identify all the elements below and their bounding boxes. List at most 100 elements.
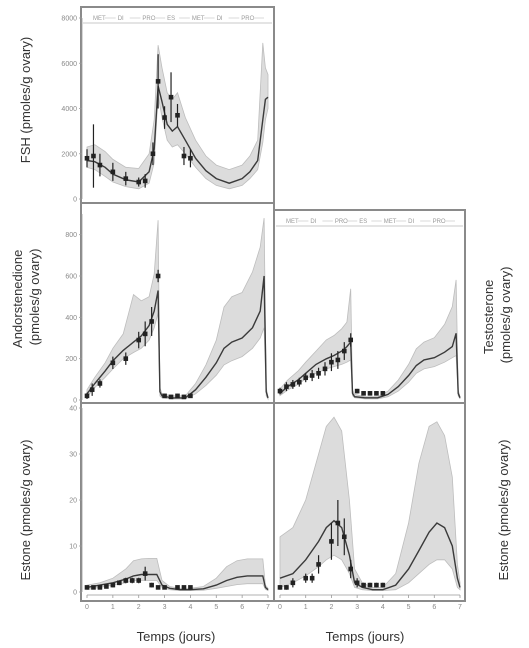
panel-testosterone: MET DI PRO ES MET DI PRO	[273, 209, 466, 404]
data-point	[91, 153, 96, 159]
x-tick-label: 0	[278, 604, 282, 611]
data-point	[175, 393, 180, 399]
confidence-band-estrone_right	[279, 416, 461, 591]
data-point	[322, 366, 328, 372]
data-point	[123, 176, 129, 181]
phase-label: MET	[286, 219, 299, 225]
data-point	[290, 580, 296, 586]
ylabel-fsh: FSH (pmoles/g ovary)	[18, 37, 33, 163]
phase-label: DI	[310, 219, 316, 225]
data-point	[149, 582, 154, 588]
x-tick-label: 2	[329, 604, 333, 611]
y-tick-label: 40	[69, 406, 77, 413]
xlabel-right: Temps (jours)	[326, 629, 405, 644]
y-tick-label: 10	[69, 544, 77, 551]
phase-label: DI	[217, 16, 223, 22]
data-point	[309, 373, 315, 378]
phase-label: PRO	[241, 16, 254, 22]
phase-label: MET	[384, 219, 397, 225]
panel-estrone_right: 0 1 2 3 4 5 6 7	[273, 402, 466, 611]
model-mean-line-testosterone	[279, 333, 461, 399]
data-point	[89, 387, 95, 392]
data-point	[129, 578, 135, 583]
y-tick-label: 6000	[61, 61, 77, 68]
data-point	[188, 393, 193, 399]
data-point	[123, 356, 129, 361]
y-tick-label: 200	[65, 356, 77, 363]
data-point	[188, 585, 193, 590]
ylabel-estrone-left: Estone (pmoles/g ovary)	[18, 440, 33, 581]
data-point	[181, 153, 187, 159]
phase-label: PRO	[142, 16, 155, 22]
x-tick-label: 1	[304, 604, 308, 611]
ylabel-testosterone: Testosterone (pmoles/g ovary)	[481, 267, 513, 364]
ylabel-androstenedione: Andorstenedione (pmoles/g ovary)	[10, 246, 42, 348]
data-point	[309, 575, 315, 581]
data-point	[329, 539, 334, 544]
model-mean-line-estrone_left	[86, 573, 269, 591]
phase-label: PRO	[335, 219, 348, 225]
phase-label: MET	[192, 16, 205, 22]
data-point	[316, 562, 321, 567]
x-tick-label: 5	[214, 604, 218, 611]
phase-label: DI	[408, 219, 414, 225]
data-point	[110, 582, 116, 588]
data-point	[84, 393, 90, 399]
data-point	[335, 357, 341, 363]
x-tick-label: 5	[407, 604, 411, 611]
x-tick-label: 3	[355, 604, 359, 611]
data-point	[123, 578, 129, 583]
data-point	[155, 585, 161, 590]
x-tick-label: 4	[381, 604, 385, 611]
data-point	[335, 520, 341, 526]
data-point	[361, 582, 366, 588]
data-point	[329, 359, 334, 365]
model-mean-line-estrone_right	[279, 519, 461, 591]
data-point	[136, 578, 142, 583]
data-point	[380, 391, 386, 396]
data-point	[162, 115, 167, 120]
data-point	[284, 384, 289, 389]
data-point	[97, 162, 103, 168]
x-tick-label: 7	[458, 604, 462, 611]
y-tick-label: 0	[73, 398, 77, 405]
data-point	[380, 582, 386, 588]
data-point	[367, 582, 373, 588]
x-tick-label: 3	[163, 604, 167, 611]
data-point	[354, 580, 360, 586]
data-point	[110, 169, 116, 175]
data-point	[168, 94, 174, 100]
data-point	[110, 360, 116, 366]
y-tick-label: 30	[69, 452, 77, 459]
data-point	[284, 585, 289, 590]
data-point	[354, 388, 360, 394]
y-tick-label: 400	[65, 315, 77, 322]
data-point	[188, 155, 193, 161]
data-point	[303, 375, 309, 381]
x-tick-label: 4	[188, 604, 192, 611]
panel-frame-estrone_right	[273, 402, 466, 602]
data-point	[162, 393, 167, 399]
y-tick-label: 20	[69, 498, 77, 505]
y-tick-label: 0	[73, 197, 77, 204]
confidence-band-androstenedione	[86, 218, 269, 401]
data-point	[136, 179, 142, 185]
panels: MET DI PRO ES MET DI PRO0200040006000800002004…	[61, 6, 466, 611]
y-tick-label: 2000	[61, 151, 77, 158]
data-point	[149, 319, 154, 324]
data-point	[155, 273, 161, 279]
data-point	[142, 571, 148, 576]
data-point	[348, 337, 354, 343]
data-point	[91, 585, 96, 590]
data-point	[348, 566, 354, 572]
data-point	[84, 155, 90, 161]
data-point	[136, 337, 142, 343]
phase-label: MET	[93, 16, 106, 22]
data-point	[150, 151, 156, 157]
ylabel-androstenedione-line1: Andorstenedione	[10, 250, 25, 348]
data-point	[290, 382, 296, 387]
data-point	[142, 178, 148, 184]
phase-label: PRO	[433, 219, 446, 225]
data-point	[303, 575, 309, 581]
